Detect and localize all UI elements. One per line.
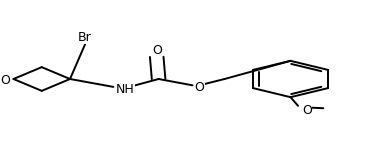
Text: O: O xyxy=(152,44,162,57)
Text: NH: NH xyxy=(115,83,134,97)
Text: O: O xyxy=(0,74,10,87)
Text: Br: Br xyxy=(78,30,92,44)
Text: O: O xyxy=(302,104,312,117)
Text: O: O xyxy=(194,81,204,94)
